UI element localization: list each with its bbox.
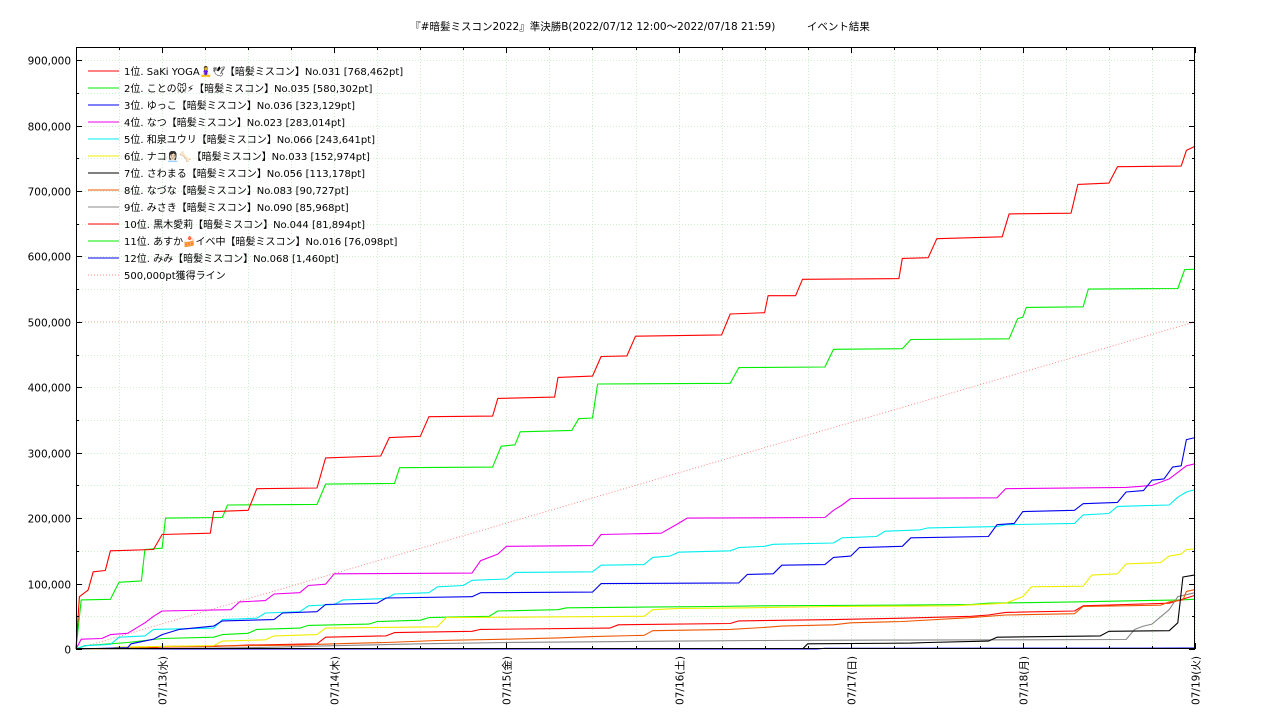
legend-label-11: 11位. あすか🍰イベ中【暗髪ミスコン】No.016 [76,098pt]	[124, 235, 398, 248]
series-line-9	[76, 592, 1196, 650]
legend-label-5: 5位. 和泉ユウリ【暗髪ミスコン】No.066 [243,641pt]	[124, 133, 375, 146]
x-tick-label: 07/15(金)	[501, 656, 514, 705]
y-tick-label: 400,000	[28, 383, 71, 395]
series-line-1	[75, 145, 1196, 650]
legend-label-3: 3位. ゆっこ【暗髪ミスコン】No.036 [323,129pt]	[124, 99, 355, 112]
chart-title: 『#暗髪ミスコン2022』準決勝B(2022/07/12 12:00～2022/…	[410, 21, 870, 33]
y-tick-label: 200,000	[28, 514, 71, 526]
legend-label-12: 12位. みみ【暗髪ミスコン】No.068 [1,460pt]	[124, 252, 339, 265]
plot-area	[76, 47, 1195, 649]
series-layer	[75, 145, 1196, 650]
legend-label-8: 8位. なづな【暗髪ミスコン】No.083 [90,727pt]	[124, 184, 349, 197]
legend-label-7: 7位. さわまる【暗髪ミスコン】No.056 [113,178pt]	[124, 167, 365, 180]
series-line-3	[75, 437, 1196, 650]
x-tick-label: 07/17(日)	[847, 656, 859, 705]
y-tick-label: 700,000	[28, 187, 71, 199]
series-line-7	[802, 574, 1196, 650]
series-line-2	[75, 268, 1196, 650]
series-line-10	[75, 594, 1196, 650]
y-tick-label: 300,000	[28, 449, 71, 461]
legend-label-reference: 500,000pt獲得ライン	[124, 269, 226, 282]
series-line-6	[75, 548, 1196, 650]
axes: 0 100,000 200,000 300,000 400,000 500,000 600,…	[28, 47, 1203, 705]
series-line-4	[75, 463, 1196, 650]
x-tick-label: 07/14(木)	[330, 656, 342, 705]
plot-frame	[76, 47, 1195, 649]
x-tick-label: 07/13(水)	[158, 656, 170, 705]
y-tick-label: 500,000	[28, 318, 71, 330]
series-line-8	[75, 589, 1196, 650]
y-tick-label: 900,000	[28, 56, 71, 68]
legend-label-4: 4位. なつ【暗髪ミスコン】No.023 [283,014pt]	[124, 116, 345, 129]
legend-label-10: 10位. 黒木愛莉【暗髪ミスコン】No.044 [81,894pt]	[124, 218, 365, 231]
y-tick-label: 600,000	[28, 252, 71, 264]
x-tick-label: 07/19(火)	[1191, 656, 1203, 705]
y-tick-label: 0	[64, 645, 71, 657]
legend-label-1: 1位. SaKi YOGA🧘‍♀️🕊【暗髪ミスコン】No.031 [768,46…	[124, 65, 403, 78]
reference-line-500000	[75, 321, 1196, 650]
series-line-5	[75, 489, 1196, 650]
legend-label-2: 2位. ことの🐭⚡【暗髪ミスコン】No.035 [580,302pt]	[124, 82, 372, 95]
legend-label-6: 6位. ナコ👩🏻‍💼🦴【暗髪ミスコン】No.033 [152,974pt]	[124, 150, 370, 163]
grid	[76, 47, 1196, 649]
x-tick-label: 07/18(月)	[1019, 656, 1031, 705]
y-tick-label: 100,000	[28, 580, 71, 592]
legend-label-9: 9位. みさき【暗髪ミスコン】No.090 [85,968pt]	[124, 201, 349, 214]
legend: 1位. SaKi YOGA🧘‍♀️🕊【暗髪ミスコン】No.031 [768,46…	[88, 65, 403, 282]
x-tick-label: 07/16(土)	[674, 656, 687, 705]
y-tick-label: 800,000	[28, 122, 71, 134]
reference-line-layer	[75, 321, 1196, 650]
